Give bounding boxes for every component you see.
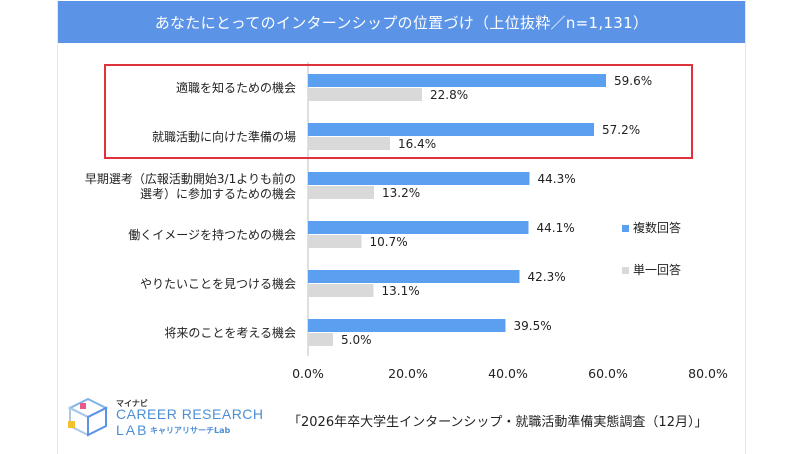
logo-brand-small: マイナビ [116, 399, 148, 408]
logo-line1: CAREER RESEARCH [116, 406, 264, 422]
legend-swatch [622, 225, 629, 232]
data-label-multi: 39.5% [514, 319, 552, 333]
bar-single [308, 235, 362, 248]
x-tick-label: 0.0% [292, 366, 324, 381]
career-research-lab-logo [66, 395, 266, 440]
x-tick-label: 80.0% [688, 366, 728, 381]
data-label-multi: 44.1% [537, 221, 575, 235]
x-tick-label: 60.0% [588, 366, 628, 381]
bar-multi [308, 123, 594, 136]
bar-single [308, 137, 390, 150]
data-label-single: 5.0% [341, 333, 372, 347]
data-label-multi: 42.3% [528, 270, 566, 284]
data-label-single: 10.7% [370, 235, 408, 249]
logo-line2: LAB [116, 422, 149, 438]
legend-swatch [622, 267, 629, 274]
x-tick-label: 40.0% [488, 366, 528, 381]
chart-title: あなたにとってのインターンシップの位置づけ（上位抜粋／n=1,131） [58, 1, 745, 43]
x-tick-label: 20.0% [388, 366, 428, 381]
bar-single [308, 186, 374, 199]
bar-single [308, 333, 333, 346]
data-label-single: 22.8% [430, 88, 468, 102]
legend-label: 単一回答 [633, 262, 681, 277]
category-label: やりたいことを見つける機会 [140, 276, 296, 291]
data-label-single: 16.4% [398, 137, 436, 151]
data-label-multi: 59.6% [614, 74, 652, 88]
bar-multi [308, 221, 529, 234]
bar-single [308, 88, 422, 101]
data-label-single: 13.2% [382, 186, 420, 200]
data-label-multi: 44.3% [538, 172, 576, 186]
logo-kana: キャリアリサーチLab [150, 426, 231, 435]
category-label: 選考）に参加するための機会 [140, 186, 296, 201]
category-label: 将来のことを考える機会 [164, 325, 296, 340]
bar-multi [308, 270, 520, 283]
category-label: 就職活動に向けた準備の場 [152, 129, 296, 144]
data-label-multi: 57.2% [602, 123, 640, 137]
category-label: 早期選考（広報活動開始3/1よりも前の [85, 171, 296, 186]
category-label: 働くイメージを持つための機会 [128, 227, 296, 242]
highlight-box [104, 64, 693, 159]
bar-multi [308, 319, 506, 332]
source-note: 「2026年卒大学生インターンシップ・就職活動準備実態調査（12月）」 [288, 415, 708, 430]
legend-label: 複数回答 [633, 220, 681, 235]
bar-multi [308, 172, 530, 185]
category-label: 適職を知るための機会 [176, 80, 296, 95]
bar-single [308, 284, 374, 297]
bar-multi [308, 74, 606, 87]
cube-logo-icon [67, 397, 109, 437]
data-label-single: 13.1% [382, 284, 420, 298]
